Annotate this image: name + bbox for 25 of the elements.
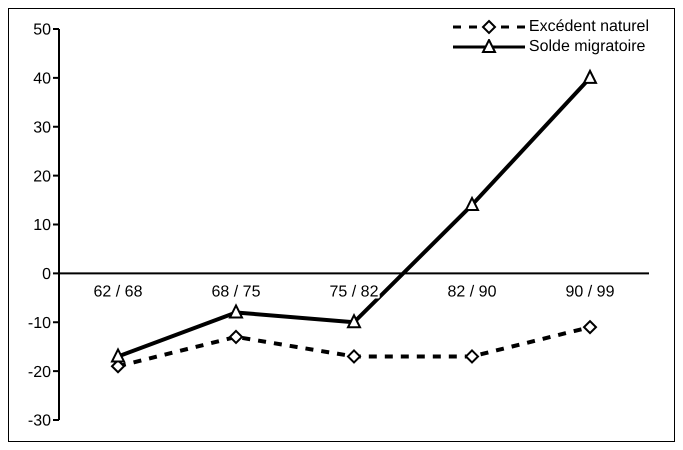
y-tick-label: 20 — [33, 168, 52, 186]
point — [347, 349, 361, 364]
y-tick-label: 0 — [42, 266, 52, 284]
y-tick-label: 30 — [33, 119, 52, 136]
y-tick-label: 40 — [33, 70, 52, 88]
x-tick-label: 68 / 75 — [212, 284, 261, 301]
point — [347, 314, 361, 328]
point — [229, 304, 243, 318]
x-tick-label: 82 / 90 — [448, 284, 497, 301]
point — [465, 349, 479, 364]
y-tick-label: 50 — [33, 22, 52, 39]
x-tick-label: 62 / 68 — [94, 284, 143, 301]
y-tick-label: -20 — [28, 364, 52, 381]
point — [583, 320, 597, 334]
point — [465, 196, 479, 211]
point — [111, 348, 125, 362]
y-tick-label: -30 — [28, 412, 52, 430]
point — [229, 330, 243, 344]
legend-label: Excédent naturel — [528, 17, 649, 37]
legend-label: Solde migratoire — [528, 37, 646, 57]
y-tick-label: -10 — [28, 314, 52, 332]
point — [583, 70, 597, 84]
x-tick-label: 90 / 99 — [566, 284, 615, 301]
y-tick-label: 10 — [33, 217, 52, 234]
x-tick-label: 75 / 82 — [330, 284, 379, 301]
